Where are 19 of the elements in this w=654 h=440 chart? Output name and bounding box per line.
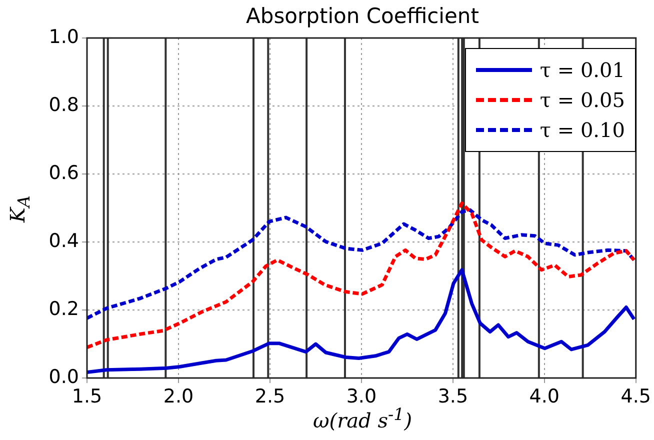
x-tick-label: 3.0	[346, 385, 377, 408]
y-tick-label: 0.6	[48, 162, 79, 184]
x-tick-label: 4.5	[620, 385, 651, 408]
x-axis-title: ω(rad s$^{-1}$)	[312, 405, 412, 433]
y-tick-label: 0.4	[48, 230, 79, 252]
line-series	[87, 201, 636, 350]
legend-label: τ = 0.01	[540, 58, 625, 82]
y-tick-label: 1.0	[48, 26, 79, 48]
legend-label: τ = 0.10	[540, 118, 625, 142]
x-tick-label: 2.0	[163, 385, 194, 408]
y-tick-label: 0.8	[48, 94, 79, 116]
legend-label: τ = 0.05	[540, 88, 625, 112]
x-tick-label: 3.5	[438, 385, 468, 408]
x-tick-label: 1.5	[72, 385, 102, 408]
x-tick-label: 4.0	[529, 385, 560, 408]
y-tick-label: 0.2	[48, 298, 79, 320]
x-tick-label: 2.5	[254, 385, 286, 408]
chart-title: Absorption Coefficient	[245, 4, 480, 28]
y-tick-label: 0.0	[48, 366, 79, 388]
